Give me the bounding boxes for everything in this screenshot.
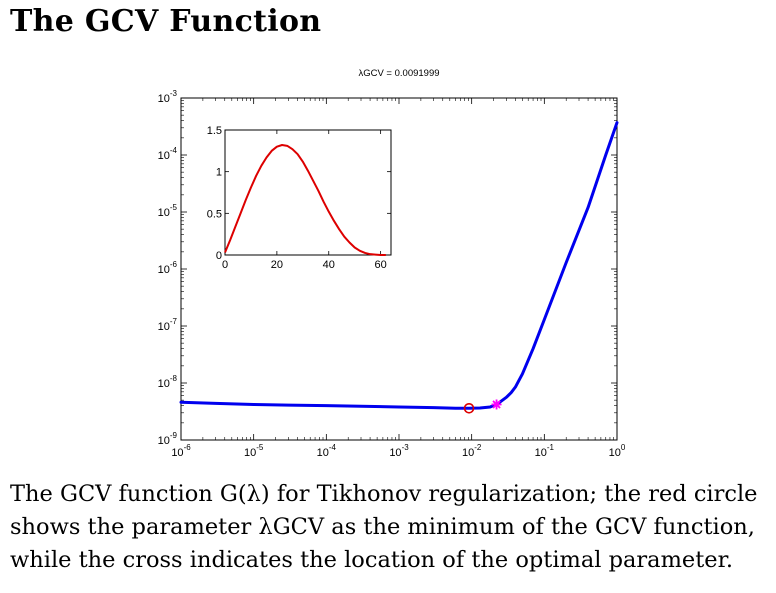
x-tick-label: 10-6 [171,443,191,459]
star-stroke [492,400,501,409]
inset-y-tick-label: 1.5 [207,125,222,137]
optimal-parameter-star-marker [491,399,502,410]
lambda-gcv-circle-marker [463,402,475,414]
y-tick-label: 10-9 [158,431,178,447]
x-tick-label: 10-3 [389,443,409,459]
x-tick-label: 10-4 [317,443,337,459]
gcv-figure: 10-6 10-5 10-4 10-3 10-2 10-1 100 10-9 10-8 10-7 1… [0,60,776,470]
inset-y-tick-label: 1 [216,167,222,179]
inset-plot: 0 20 40 60 0 0.5 1 1.5 [207,125,392,271]
inset-x-tick-label: 0 [222,259,228,271]
inset-y-tick-label: 0.5 [207,208,222,220]
inset-x-tick-label: 60 [375,259,387,271]
chart-title: λGCV = 0.0091999 [358,68,439,79]
x-tick-label: 10-5 [244,443,264,459]
gcv-chart-svg: 10-6 10-5 10-4 10-3 10-2 10-1 10010-910-810-71… [158,68,626,459]
inset-y-tick-label: 0 [216,250,222,262]
x-tick-label: 10-2 [462,443,482,459]
y-tick-label: 10-6 [158,260,178,276]
inset-x-tick-label: 20 [271,259,283,271]
page-title: The GCV Function [10,4,322,39]
inset-series-line [224,144,386,256]
inset-x-tick-label: 40 [323,259,335,271]
y-tick-label: 10-4 [158,146,178,162]
inset-plot-frame [224,129,392,256]
y-tick-label: 10-3 [158,89,178,105]
x-tick-label: 100 [609,443,626,459]
figure-caption: The GCV function G(λ) for Tikhonov regul… [10,481,758,573]
y-tick-label: 10-8 [158,374,178,390]
y-tick-label: 10-7 [158,317,178,333]
gcv-series-line [179,121,619,410]
x-tick-label: 10-1 [535,443,555,459]
y-tick-label: 10-5 [158,203,178,219]
